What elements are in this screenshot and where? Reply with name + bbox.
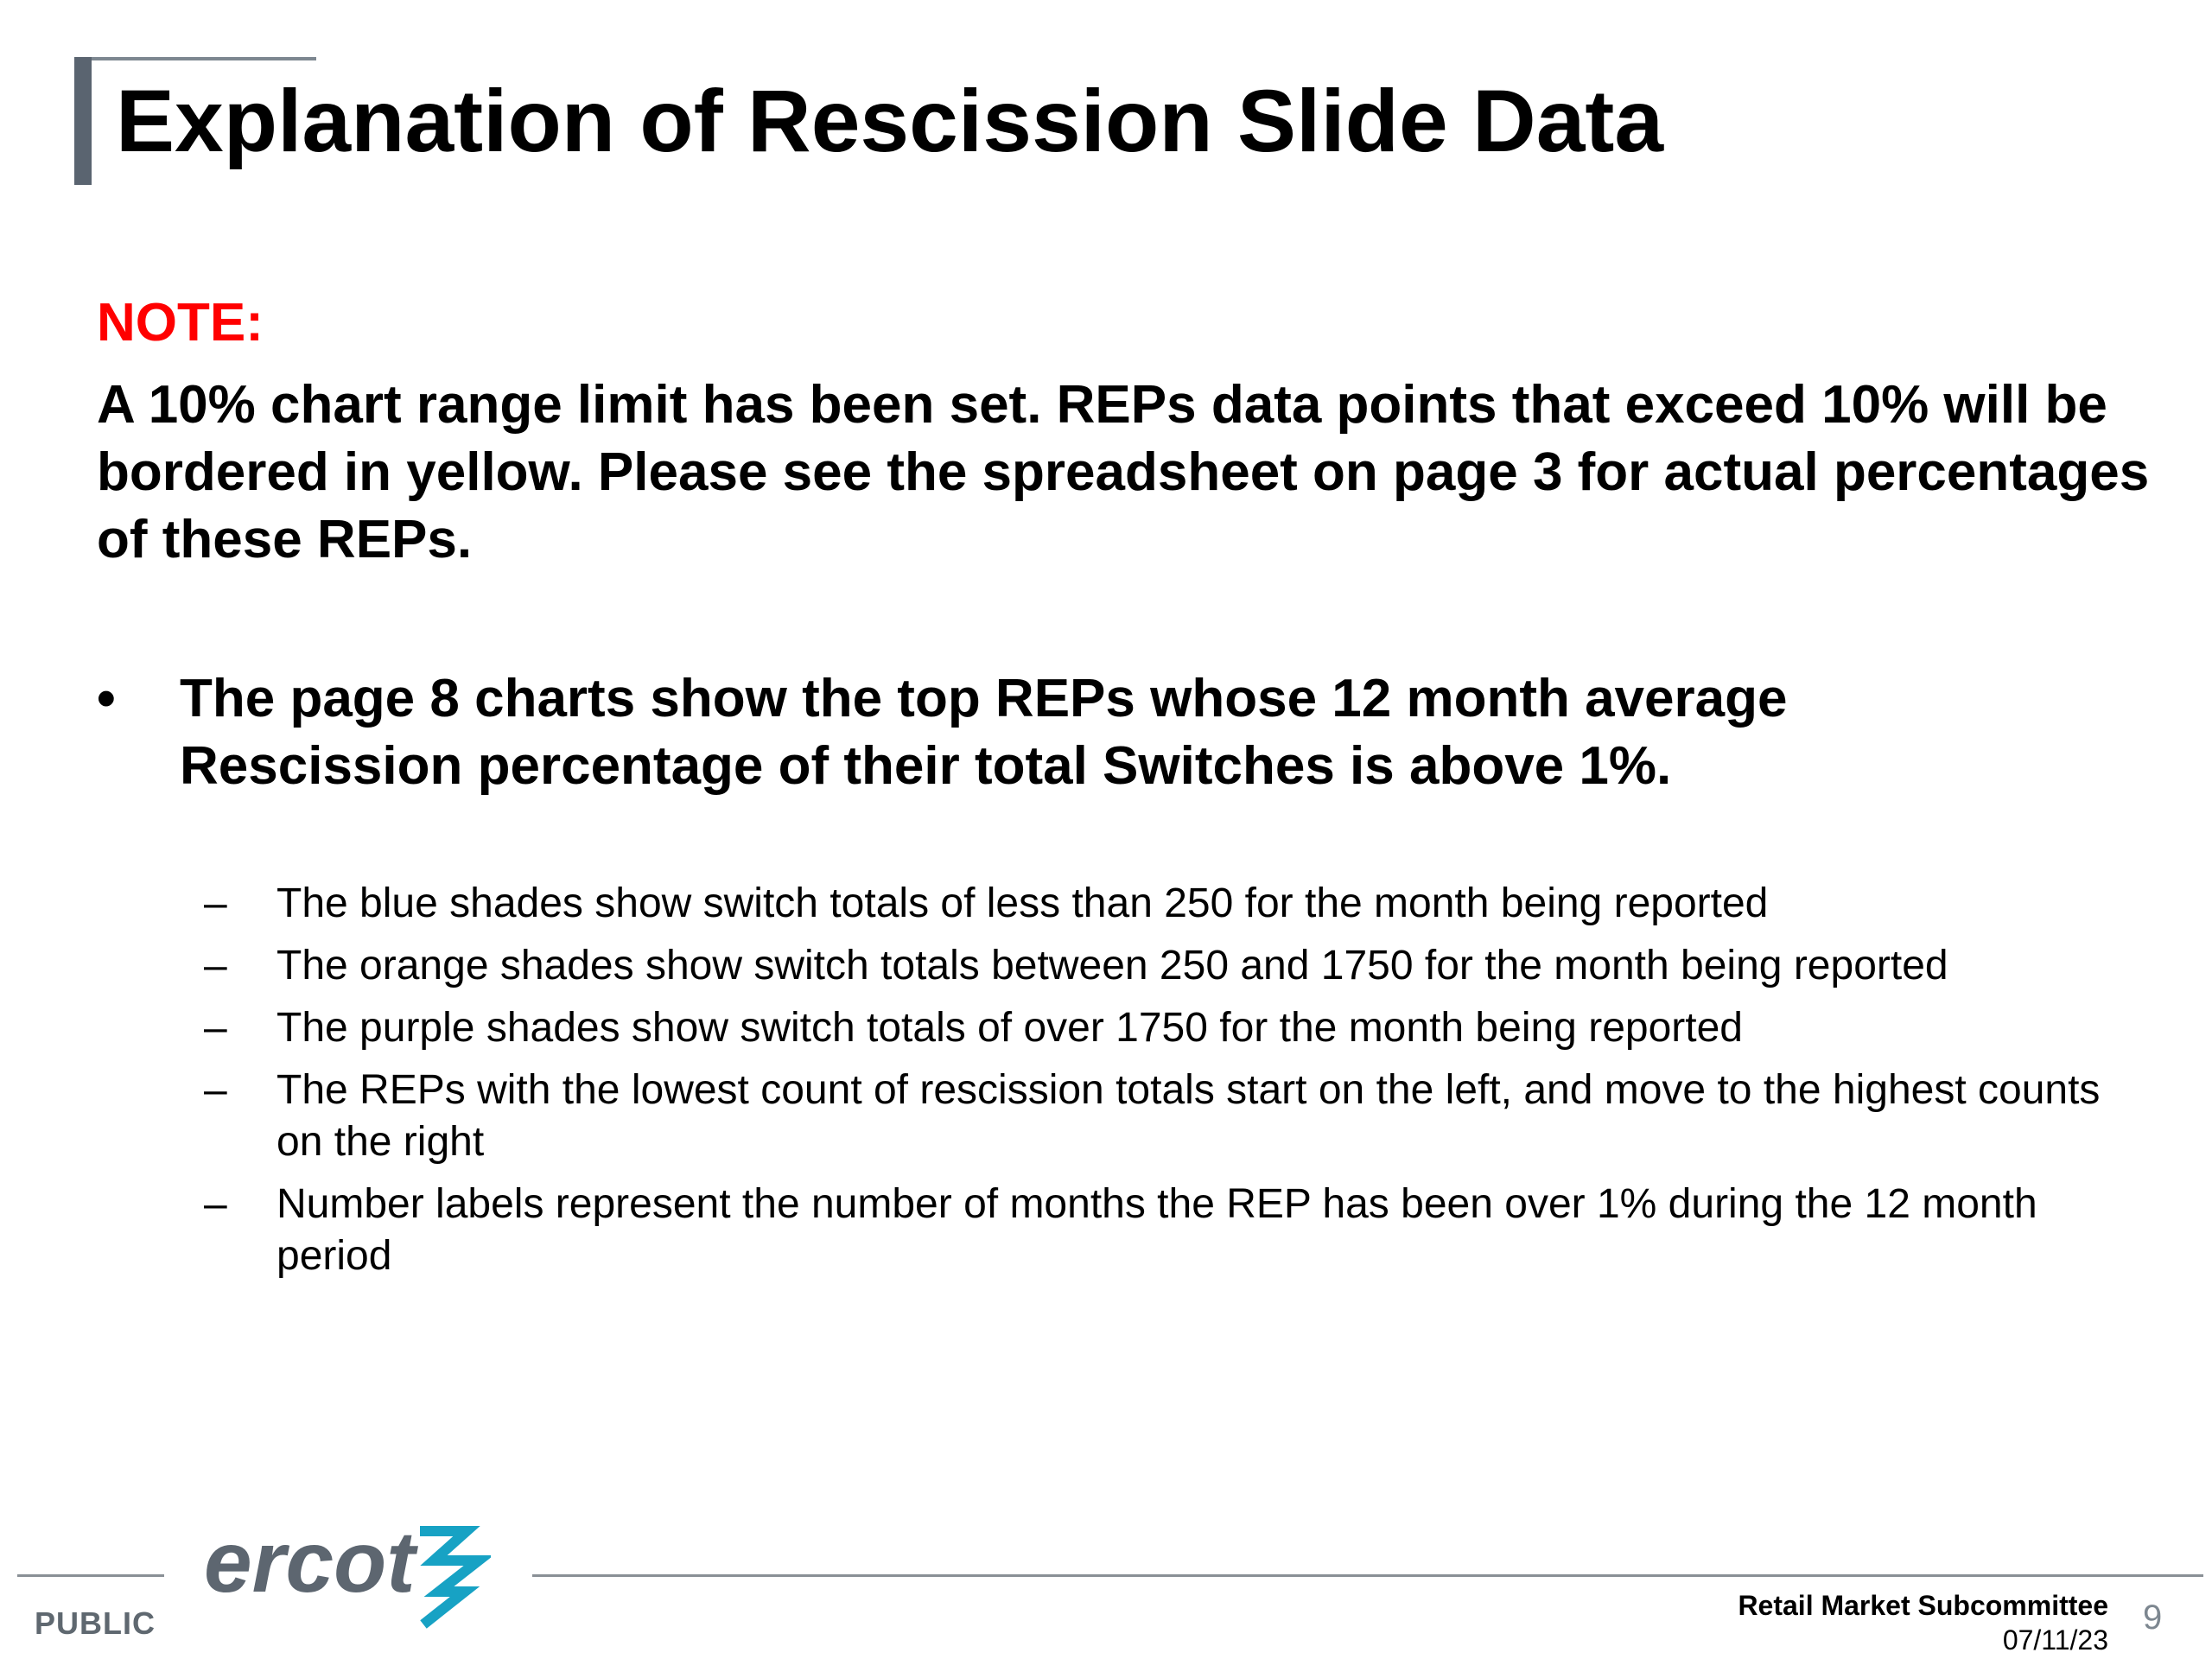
sub-bullet-text: Number labels represent the number of mo… bbox=[276, 1181, 2037, 1279]
dash-marker: – bbox=[204, 943, 227, 988]
dash-marker: – bbox=[204, 1181, 227, 1227]
sub-bullet-item: – The REPs with the lowest count of resc… bbox=[204, 1065, 2139, 1168]
footer-meta: Retail Market Subcommittee 07/11/23 bbox=[1738, 1588, 2108, 1657]
committee-name: Retail Market Subcommittee bbox=[1738, 1590, 2108, 1621]
main-bullet-text: The page 8 charts show the top REPs whos… bbox=[180, 669, 1788, 796]
main-bullet: • The page 8 charts show the top REPs wh… bbox=[97, 665, 2153, 800]
title-accent-bar bbox=[74, 57, 92, 185]
sub-bullet-item: – The orange shades show switch totals b… bbox=[204, 940, 2139, 992]
ercot-logo: ercot bbox=[204, 1519, 498, 1630]
bullet-marker: • bbox=[97, 669, 116, 728]
note-label: NOTE: bbox=[97, 293, 264, 353]
dash-marker: – bbox=[204, 880, 227, 926]
slide-title: Explanation of Rescission Slide Data bbox=[116, 72, 1664, 170]
sub-bullet-list: – The blue shades show switch totals of … bbox=[204, 878, 2139, 1293]
sub-bullet-item: – The blue shades show switch totals of … bbox=[204, 878, 2139, 930]
ercot-bolt-logo-icon bbox=[420, 1526, 491, 1629]
sub-bullet-text: The orange shades show switch totals bet… bbox=[276, 943, 1948, 988]
classification-label: PUBLIC bbox=[35, 1605, 156, 1641]
footer-divider-right bbox=[532, 1574, 2203, 1577]
meeting-date: 07/11/23 bbox=[2002, 1624, 2108, 1656]
sub-bullet-item: – Number labels represent the number of … bbox=[204, 1179, 2139, 1282]
footer-divider-left bbox=[17, 1574, 164, 1577]
dash-marker: – bbox=[204, 1067, 227, 1113]
logo-wordmark: ercot bbox=[204, 1514, 416, 1611]
sub-bullet-text: The purple shades show switch totals of … bbox=[276, 1005, 1743, 1051]
sub-bullet-text: The blue shades show switch totals of le… bbox=[276, 880, 1769, 926]
dash-marker: – bbox=[204, 1005, 227, 1051]
sub-bullet-item: – The purple shades show switch totals o… bbox=[204, 1002, 2139, 1054]
sub-bullet-text: The REPs with the lowest count of rescis… bbox=[276, 1067, 2101, 1165]
title-accent-line bbox=[74, 57, 316, 60]
page-number: 9 bbox=[2143, 1599, 2163, 1637]
note-text: A 10% chart range limit has been set. RE… bbox=[97, 375, 2150, 569]
